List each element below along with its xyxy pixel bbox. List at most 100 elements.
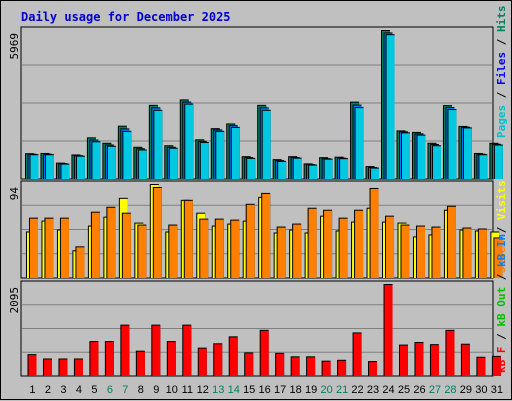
day-label: 14	[228, 384, 240, 396]
day-label: 10	[166, 384, 178, 396]
pages-bar	[30, 155, 39, 179]
pages-bar	[123, 131, 132, 179]
pages-bar	[247, 158, 256, 179]
kbytes-bar	[322, 361, 331, 376]
day-label: 28	[444, 384, 456, 396]
sites-bar	[370, 188, 379, 278]
day-label: 3	[60, 384, 66, 396]
sites-bar	[308, 208, 317, 278]
day-label: 7	[122, 384, 128, 396]
day-label: 27	[429, 384, 441, 396]
y-max-label: 94	[8, 187, 21, 201]
visits-sites-panel: 94 Sites / Visits	[8, 180, 508, 279]
pages-bar	[92, 142, 101, 179]
pages-bar	[138, 150, 147, 179]
y-max-label: 2095	[8, 287, 21, 314]
pages-bar	[340, 159, 349, 179]
pages-bar	[293, 158, 302, 179]
kbytes-bar	[415, 342, 424, 376]
day-label: 31	[491, 384, 503, 396]
sites-bar	[463, 228, 472, 278]
kbytes-bar	[229, 337, 238, 376]
kbytes-bar	[477, 357, 486, 376]
pages-bar	[324, 159, 333, 179]
legend-item: Visits	[495, 180, 508, 220]
legend-separator: /	[495, 32, 508, 52]
kbytes-bar	[492, 356, 501, 376]
kbytes-bar	[28, 355, 37, 376]
pages-bar	[386, 35, 395, 180]
pages-bar	[371, 168, 380, 179]
legend-separator: /	[495, 85, 508, 105]
sites-bar	[215, 219, 224, 278]
kbytes-bar	[446, 330, 455, 376]
sites-bar	[277, 227, 286, 278]
day-label: 9	[153, 384, 159, 396]
sites-bar	[91, 212, 100, 278]
legend-item: Sites	[495, 240, 508, 273]
day-axis: 1 2 3 4 5 6 7 8 9 10 11 12 13 14 15 16 17 18 19 20 21 22 23 24 2…	[29, 384, 503, 396]
kbytes-bar	[214, 344, 223, 376]
day-label: 17	[274, 384, 286, 396]
sites-bar	[447, 206, 456, 278]
sites-bar	[355, 210, 364, 278]
pages-bar	[262, 110, 271, 179]
pages-bar	[76, 156, 85, 179]
sites-bar	[29, 218, 38, 278]
pages-bar	[432, 146, 441, 179]
sites-bar	[339, 218, 348, 278]
sites-bar	[60, 218, 69, 278]
legend-item: Pages	[495, 105, 508, 138]
kbytes-bar	[136, 351, 145, 376]
legend-separator: /	[495, 220, 508, 240]
legend-item: kB In	[495, 234, 508, 267]
pages-bar	[169, 148, 178, 179]
sites-bar	[153, 187, 162, 278]
kbytes-bar	[183, 325, 192, 376]
sites-bar	[432, 227, 441, 278]
kbytes-bar	[430, 345, 439, 376]
kbytes-bar	[400, 345, 408, 376]
sites-bar	[231, 220, 240, 278]
kbytes-bar	[152, 325, 161, 376]
kbytes-bar	[276, 353, 285, 376]
day-label: 4	[76, 384, 82, 396]
day-label: 2	[45, 384, 51, 396]
pages-bar	[45, 155, 54, 179]
day-label: 21	[336, 384, 348, 396]
day-label: 24	[382, 384, 394, 396]
legend: Pages / Files / Hits	[495, 6, 508, 139]
y-max-label: 5969	[8, 33, 21, 60]
day-label: 1	[29, 384, 35, 396]
day-label: 23	[367, 384, 379, 396]
day-label: 15	[243, 384, 255, 396]
day-label: 5	[91, 384, 97, 396]
pages-bar	[309, 165, 318, 179]
day-label: 11	[182, 384, 193, 396]
pages-bar	[154, 110, 163, 179]
day-label: 6	[107, 384, 113, 396]
legend-separator: /	[495, 327, 508, 347]
sites-bar	[246, 204, 255, 278]
sites-bar	[293, 224, 302, 278]
kbytes-bar	[461, 344, 470, 376]
kbytes-bar	[291, 357, 300, 376]
day-label: 18	[290, 384, 302, 396]
sites-bar	[200, 219, 209, 278]
kbytes-bar	[338, 360, 347, 376]
kbytes-panel: 2095 kB F / kB Out / kB In	[8, 234, 508, 377]
chart-title: Daily usage for December 2025	[21, 10, 231, 24]
kbytes-bar	[198, 348, 207, 376]
pages-bar	[61, 164, 70, 179]
pages-bar	[448, 110, 457, 179]
day-label: 8	[138, 384, 144, 396]
kbytes-bar	[90, 342, 99, 376]
sites-bar	[262, 193, 271, 278]
pages-bar	[107, 146, 116, 179]
kbytes-bar	[307, 357, 316, 376]
kbytes-bar	[105, 342, 114, 376]
day-label: 26	[413, 384, 425, 396]
kbytes-bar	[384, 285, 393, 376]
day-label: 25	[398, 384, 410, 396]
